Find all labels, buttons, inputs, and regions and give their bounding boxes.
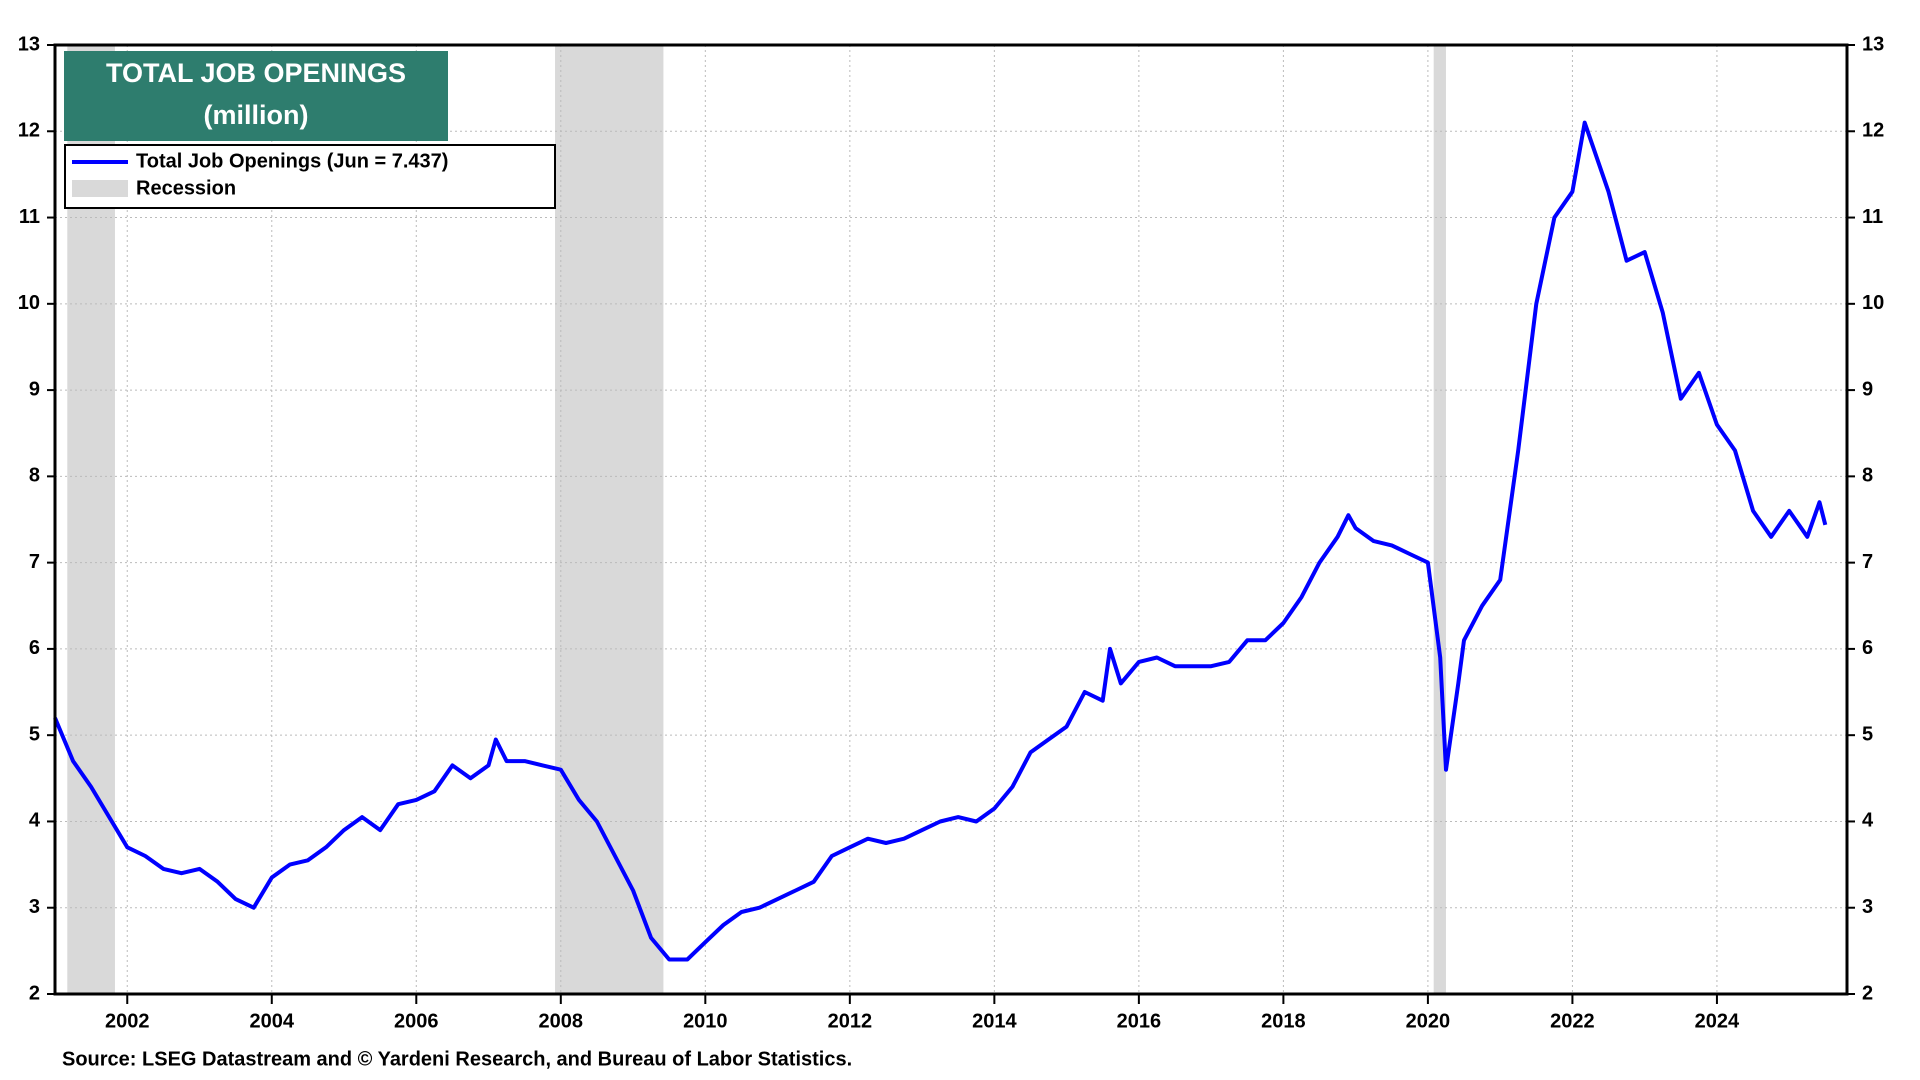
y-tick-label: 7 (29, 551, 40, 573)
recession-band (1433, 45, 1446, 994)
y2-tick-label: 6 (1862, 637, 1873, 659)
x-tick-label: 2020 (1406, 1010, 1451, 1032)
y2-tick-label: 2 (1862, 982, 1873, 1004)
y-tick-label: 12 (18, 120, 40, 142)
y-tick-label: 6 (29, 637, 40, 659)
legend-label: Total Job Openings (Jun = 7.437) (136, 150, 448, 172)
y2-tick-label: 7 (1862, 551, 1873, 573)
x-tick-label: 2018 (1261, 1010, 1306, 1032)
x-tick-label: 2022 (1550, 1010, 1595, 1032)
y-tick-label: 5 (29, 723, 40, 745)
legend-label: Recession (136, 177, 236, 199)
y-tick-label: 8 (29, 465, 40, 487)
x-tick-label: 2014 (972, 1010, 1017, 1032)
x-tick-label: 2012 (828, 1010, 873, 1032)
x-tick-label: 2002 (105, 1010, 150, 1032)
chart-subtitle: (million) (204, 100, 309, 130)
y2-tick-label: 9 (1862, 378, 1873, 400)
y-tick-label: 10 (18, 292, 40, 314)
y-tick-label: 9 (29, 378, 40, 400)
source: Source: LSEG Datastream and © Yardeni Re… (62, 1048, 852, 1070)
y-tick-label: 4 (29, 810, 41, 832)
y2-tick-label: 13 (1862, 33, 1884, 55)
y-tick-label: 3 (29, 896, 40, 918)
y2-tick-label: 8 (1862, 465, 1873, 487)
x-tick-label: 2016 (1117, 1010, 1162, 1032)
legend (64, 144, 556, 209)
y2-tick-label: 11 (1862, 206, 1883, 228)
y2-tick-label: 5 (1862, 723, 1873, 745)
recession-band (555, 45, 664, 994)
data-line (53, 120, 1828, 962)
y-tick-label: 11 (19, 206, 40, 228)
x-tick-label: 2006 (394, 1010, 439, 1032)
y2-tick-label: 12 (1862, 120, 1884, 142)
x-tick-label: 2004 (250, 1010, 295, 1032)
x-tick-label: 2010 (683, 1010, 728, 1032)
y-tick-label: 2 (29, 982, 40, 1004)
y-tick-label: 13 (18, 33, 40, 55)
x-tick-label: 2024 (1695, 1010, 1740, 1032)
title-box (64, 51, 448, 141)
chart-title: TOTAL JOB OPENINGS (106, 58, 406, 88)
y2-tick-label: 10 (1862, 292, 1884, 314)
x-tick-label: 2008 (539, 1010, 584, 1032)
plot-frame (53, 43, 1849, 996)
y2-tick-label: 3 (1862, 896, 1873, 918)
plot-area (53, 44, 1847, 995)
y2-tick-label: 4 (1862, 810, 1874, 832)
legend-swatch (72, 180, 128, 197)
